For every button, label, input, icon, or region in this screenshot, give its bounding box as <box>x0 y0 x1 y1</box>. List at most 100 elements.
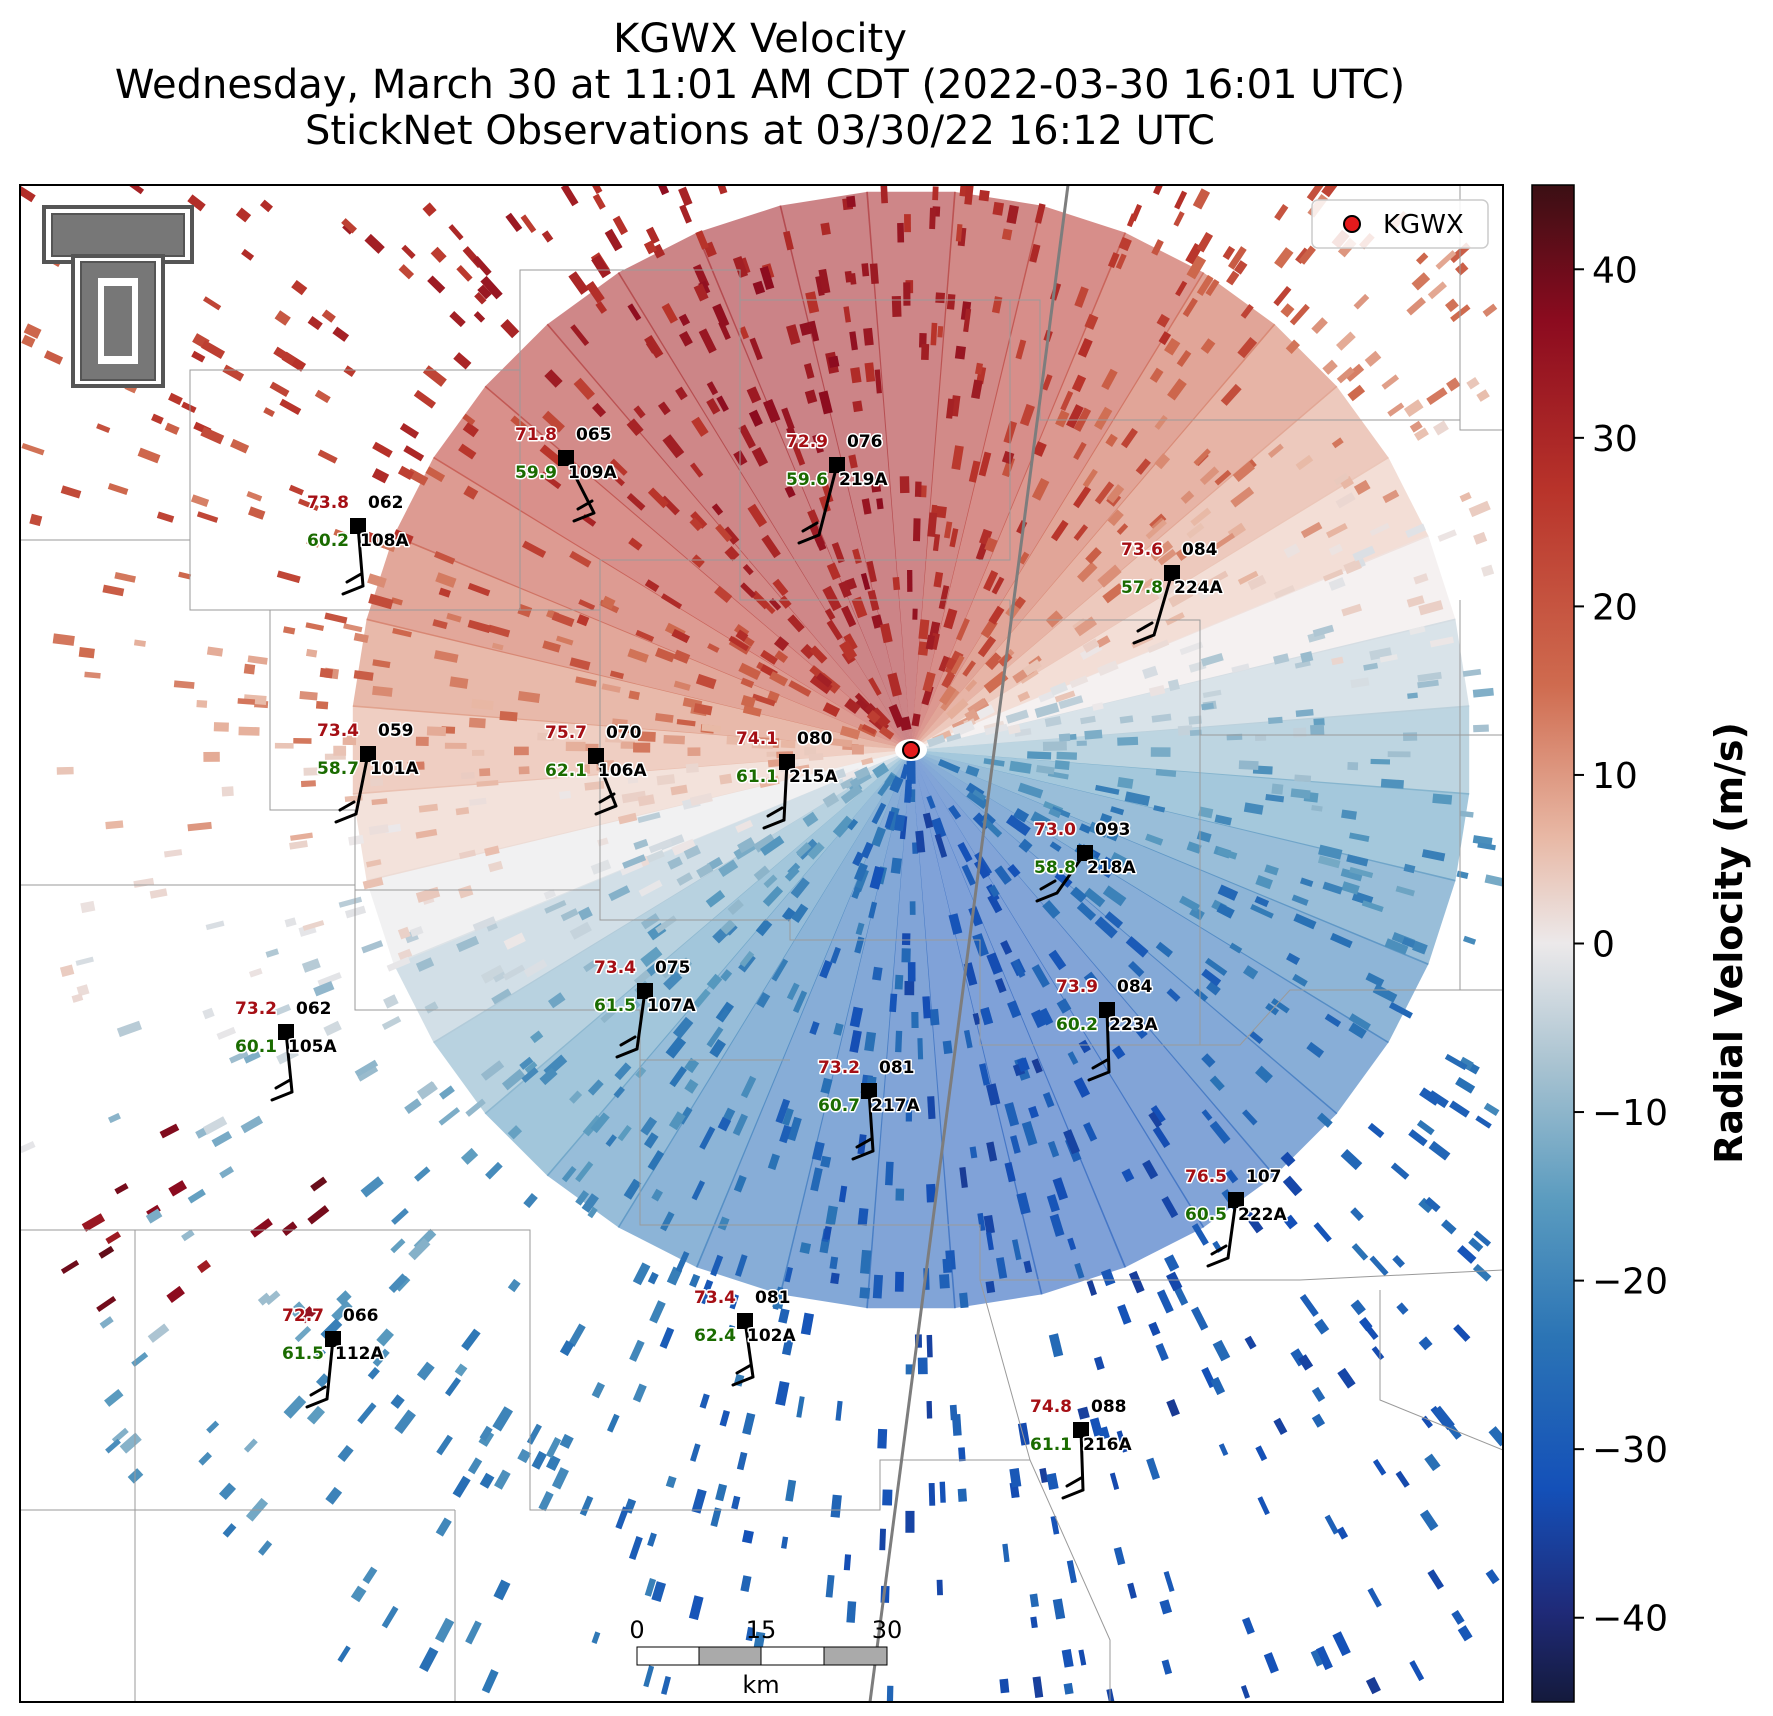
station-224A: 73.6 57.8 084 224A <box>1120 539 1225 645</box>
station-temperature: 73.4 <box>694 1288 736 1308</box>
station-wind-direction: 062 <box>368 493 404 513</box>
station-dewpoint: 61.1 <box>1030 1435 1072 1455</box>
colorbar-ticks: 40 30 20 10 0 −10 −20 −30 −40 <box>1574 250 1668 1640</box>
station-id: 101A <box>370 759 419 779</box>
station-temperature: 74.1 <box>736 729 778 749</box>
legend-label: KGWX <box>1383 210 1464 240</box>
station-wind-direction: 059 <box>378 721 414 741</box>
wind-barb <box>1206 1198 1238 1268</box>
station-dewpoint: 61.5 <box>282 1344 324 1364</box>
title-line-3: StickNet Observations at 03/30/22 16:12 … <box>305 108 1215 154</box>
station-dewpoint: 59.9 <box>515 463 557 483</box>
station-temperature: 72.9 <box>786 432 828 452</box>
station-id: 219A <box>839 470 888 490</box>
scale-bar: 0 15 30 km <box>629 1616 902 1699</box>
legend-box: KGWX <box>1311 199 1489 249</box>
wind-barb <box>334 752 370 824</box>
scale-unit: km <box>742 1671 779 1699</box>
map-area: 71.859.9065109A72.959.6076219A73.860.206… <box>20 185 1503 1702</box>
station-temperature: 76.5 <box>1185 1167 1227 1187</box>
station-wind-direction: 093 <box>1095 820 1131 840</box>
station-temperature: 73.8 <box>307 493 349 513</box>
colorbar-tick-label: −10 <box>1592 1093 1668 1134</box>
wind-barb <box>564 456 596 523</box>
title-line-2: Wednesday, March 30 at 11:01 AM CDT (202… <box>114 62 1406 108</box>
wind-barb <box>1061 1428 1085 1500</box>
station-wind-direction: 088 <box>1091 1397 1127 1417</box>
colorbar-tick-label: 40 <box>1592 250 1638 291</box>
station-dewpoint: 60.2 <box>307 531 349 551</box>
station-marker <box>861 1083 877 1099</box>
station-106A: 75.7 62.1 070 106A <box>544 722 649 816</box>
colorbar-tick-label: 30 <box>1592 419 1638 460</box>
station-id: 108A <box>360 531 409 551</box>
station-id: 218A <box>1087 858 1136 878</box>
station-temperature: 73.6 <box>1121 540 1163 560</box>
wind-barb <box>341 524 365 596</box>
station-id: 112A <box>335 1344 384 1364</box>
station-wind-direction: 070 <box>606 723 642 743</box>
station-id: 217A <box>871 1096 920 1116</box>
station-dewpoint: 62.1 <box>545 761 587 781</box>
station-id: 105A <box>288 1037 337 1057</box>
station-wind-direction: 084 <box>1182 540 1218 560</box>
scale-tick-30: 30 <box>872 1616 903 1644</box>
map-frame <box>19 184 1504 1703</box>
scale-tick-15: 15 <box>746 1616 777 1644</box>
station-wind-direction: 062 <box>296 999 332 1019</box>
station-marker <box>325 1331 341 1347</box>
radar-site-marker <box>902 741 920 759</box>
station-marker <box>1077 845 1093 861</box>
station-215A: 74.1 61.1 080 215A <box>735 728 840 830</box>
sticknet-stations: 71.8 59.9 065 109A 72.9 59.6 076 219A 73.8 60.2 06… <box>234 424 1289 1500</box>
texas-tech-logo <box>42 205 194 388</box>
colorbar-tick-label: 0 <box>1592 925 1615 966</box>
station-id: 106A <box>598 761 647 781</box>
station-marker <box>350 518 366 534</box>
station-107A: 73.4 61.5 075 107A <box>593 957 698 1059</box>
station-218A: 73.0 58.8 093 218A <box>1033 819 1138 903</box>
station-temperature: 71.8 <box>515 425 557 445</box>
station-marker <box>1164 565 1180 581</box>
velocity-field <box>20 185 1503 1702</box>
wind-barb <box>270 1030 294 1102</box>
station-108A: 73.8 60.2 062 108A <box>306 492 411 596</box>
station-marker <box>588 748 604 764</box>
station-dewpoint: 60.7 <box>818 1096 860 1116</box>
station-dewpoint: 60.5 <box>1185 1205 1227 1225</box>
title-line-1: KGWX Velocity <box>613 16 907 62</box>
station-dewpoint: 61.1 <box>736 767 778 787</box>
station-id: 102A <box>747 1326 796 1346</box>
station-temperature: 75.7 <box>545 723 587 743</box>
colorbar-tick-label: 10 <box>1592 756 1638 797</box>
wind-barb <box>305 1337 335 1409</box>
station-dewpoint: 60.1 <box>235 1037 277 1057</box>
station-wind-direction: 066 <box>343 1306 379 1326</box>
station-id: 224A <box>1174 578 1223 598</box>
legend-marker <box>1343 215 1361 233</box>
station-marker <box>278 1024 294 1040</box>
station-temperature: 73.4 <box>594 958 636 978</box>
station-temperature: 74.8 <box>1030 1397 1072 1417</box>
station-marker <box>360 746 376 762</box>
station-id: 107A <box>647 996 696 1016</box>
station-temperature: 73.2 <box>818 1058 860 1078</box>
station-temperature: 73.4 <box>317 721 359 741</box>
colorbar-tick-label: −30 <box>1592 1430 1668 1471</box>
station-109A: 71.8 59.9 065 109A <box>514 424 619 523</box>
station-marker <box>779 754 795 770</box>
station-dewpoint: 59.6 <box>786 470 828 490</box>
station-wind-direction: 065 <box>576 425 612 445</box>
wind-barb <box>615 989 647 1059</box>
station-temperature: 73.9 <box>1056 977 1098 997</box>
station-dewpoint: 61.5 <box>594 996 636 1016</box>
station-216A: 74.8 61.1 088 216A <box>1029 1396 1134 1500</box>
station-dewpoint: 58.8 <box>1034 858 1076 878</box>
station-marker <box>737 1313 753 1329</box>
station-id: 222A <box>1238 1205 1287 1225</box>
station-wind-direction: 075 <box>655 958 691 978</box>
station-222A: 76.5 60.5 107 222A <box>1184 1166 1289 1268</box>
station-temperature: 73.2 <box>235 999 277 1019</box>
station-id: 215A <box>789 767 838 787</box>
